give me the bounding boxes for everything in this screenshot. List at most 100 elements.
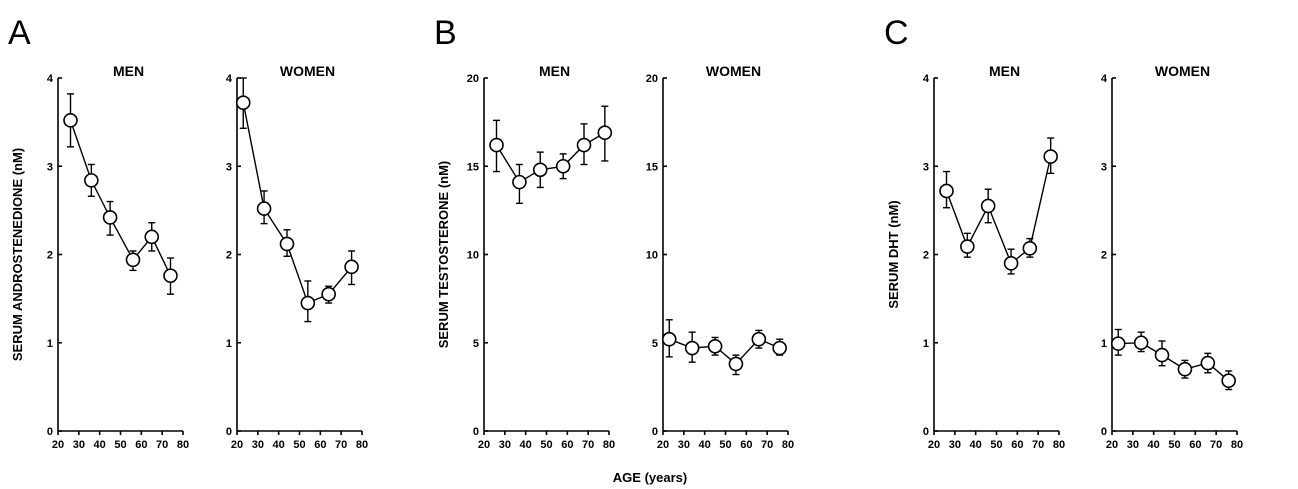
y-tick-label: 15 bbox=[646, 161, 658, 173]
data-point bbox=[1221, 373, 1236, 388]
data-point bbox=[728, 356, 744, 372]
data-point bbox=[960, 239, 975, 254]
x-tick-label: 20 bbox=[231, 439, 243, 451]
data-point bbox=[489, 137, 504, 153]
data-point bbox=[512, 174, 527, 190]
y-axis-label: SERUM ANDROSTENEDIONE (nM) bbox=[10, 148, 25, 361]
y-tick-label: 0 bbox=[652, 426, 658, 438]
x-tick-label: 40 bbox=[273, 439, 285, 451]
x-tick-label: 30 bbox=[678, 439, 690, 451]
x-tick-label: 70 bbox=[761, 439, 773, 451]
panel-subtitle: MEN bbox=[989, 63, 1020, 79]
data-point bbox=[163, 268, 178, 283]
panel-subtitle: WOMEN bbox=[280, 63, 335, 79]
data-point bbox=[772, 340, 787, 356]
panel-subtitle: WOMEN bbox=[1155, 63, 1210, 79]
y-tick-label: 10 bbox=[646, 250, 658, 262]
data-point bbox=[344, 259, 359, 275]
data-point bbox=[84, 173, 99, 188]
y-tick-label: 4 bbox=[226, 73, 233, 85]
data-point bbox=[1043, 149, 1058, 164]
x-tick-label: 20 bbox=[478, 439, 490, 451]
x-tick-label: 30 bbox=[499, 439, 511, 451]
x-tick-label: 40 bbox=[1148, 439, 1160, 451]
data-point bbox=[1022, 241, 1038, 256]
x-tick-label: 30 bbox=[1127, 439, 1139, 451]
x-tick-label: 70 bbox=[156, 439, 168, 451]
y-tick-label: 15 bbox=[467, 161, 479, 173]
y-tick-label: 2 bbox=[923, 250, 929, 262]
y-tick-label: 0 bbox=[473, 426, 479, 438]
x-tick-label: 60 bbox=[740, 439, 752, 451]
y-tick-label: 5 bbox=[652, 338, 658, 350]
x-tick-label: 80 bbox=[356, 439, 368, 451]
x-tick-label: 50 bbox=[1168, 439, 1180, 451]
y-axis-label: SERUM TESTOSTERONE (nM) bbox=[436, 161, 451, 349]
chart-panel-5: 0 1 2 3 4 20 30 40 50 60 70 80 MEN C SERUM DHT (nM) bbox=[884, 14, 1065, 451]
data-point bbox=[576, 137, 592, 153]
y-tick-label: 3 bbox=[923, 161, 929, 173]
x-tick-label: 40 bbox=[94, 439, 106, 451]
data-point bbox=[597, 125, 613, 141]
x-tick-label: 50 bbox=[719, 439, 731, 451]
panel-subtitle: MEN bbox=[539, 63, 570, 79]
chart-panel-3: 0 5 10 15 20 20 30 40 50 60 70 80 MEN B SERUM TESTOSTE… bbox=[434, 14, 615, 451]
y-tick-label: 20 bbox=[467, 73, 479, 85]
x-tick-label: 60 bbox=[1189, 439, 1201, 451]
panel-letter: C bbox=[884, 14, 909, 52]
y-tick-label: 1 bbox=[1101, 338, 1107, 350]
y-tick-label: 0 bbox=[226, 426, 232, 438]
data-point bbox=[1154, 347, 1170, 363]
data-point bbox=[1177, 361, 1193, 377]
x-tick-label: 20 bbox=[928, 439, 940, 451]
data-point bbox=[1133, 335, 1149, 351]
x-tick-label: 80 bbox=[603, 439, 615, 451]
y-tick-label: 0 bbox=[923, 426, 929, 438]
x-tick-label: 30 bbox=[252, 439, 264, 451]
x-tick-label: 60 bbox=[135, 439, 147, 451]
x-tick-label: 80 bbox=[1053, 439, 1065, 451]
data-point bbox=[661, 331, 677, 347]
x-tick-label: 30 bbox=[73, 439, 85, 451]
y-tick-label: 3 bbox=[1101, 161, 1107, 173]
y-tick-label: 2 bbox=[226, 250, 232, 262]
data-point bbox=[939, 183, 954, 199]
x-tick-label: 70 bbox=[1032, 439, 1044, 451]
y-tick-label: 1 bbox=[923, 338, 929, 350]
x-tick-label: 70 bbox=[335, 439, 347, 451]
x-axis-label: AGE (years) bbox=[613, 470, 687, 485]
y-tick-label: 1 bbox=[226, 338, 232, 350]
x-tick-label: 80 bbox=[177, 439, 189, 451]
x-tick-label: 20 bbox=[52, 439, 64, 451]
data-point bbox=[684, 340, 700, 356]
x-tick-label: 50 bbox=[990, 439, 1002, 451]
x-tick-label: 50 bbox=[114, 439, 126, 451]
chart-panel-6: 0 1 2 3 4 20 30 40 50 60 70 80 WOMEN bbox=[1101, 63, 1243, 451]
x-tick-label: 20 bbox=[657, 439, 669, 451]
data-point bbox=[279, 236, 295, 252]
x-tick-label: 40 bbox=[970, 439, 982, 451]
data-point bbox=[300, 295, 316, 311]
data-point bbox=[980, 198, 996, 214]
x-tick-label: 70 bbox=[1210, 439, 1222, 451]
x-tick-label: 60 bbox=[314, 439, 326, 451]
x-tick-label: 80 bbox=[1231, 439, 1243, 451]
data-point bbox=[532, 162, 548, 178]
data-point bbox=[1003, 256, 1019, 271]
x-tick-label: 50 bbox=[293, 439, 305, 451]
data-point bbox=[321, 286, 336, 302]
data-point bbox=[256, 201, 272, 216]
x-tick-label: 30 bbox=[949, 439, 961, 451]
y-tick-label: 2 bbox=[1101, 250, 1107, 262]
panel-subtitle: MEN bbox=[113, 63, 144, 79]
y-tick-label: 4 bbox=[923, 73, 930, 85]
chart-panel-1: 0 1 2 3 4 20 30 40 50 60 70 80 MEN A SERUM ANDROSTENED… bbox=[8, 14, 189, 451]
series-line bbox=[945, 156, 1052, 265]
data-point bbox=[63, 113, 78, 128]
series-line bbox=[69, 120, 172, 277]
data-point bbox=[102, 210, 118, 225]
data-point bbox=[1110, 336, 1126, 351]
y-tick-label: 4 bbox=[1101, 73, 1108, 85]
x-tick-label: 60 bbox=[561, 439, 573, 451]
